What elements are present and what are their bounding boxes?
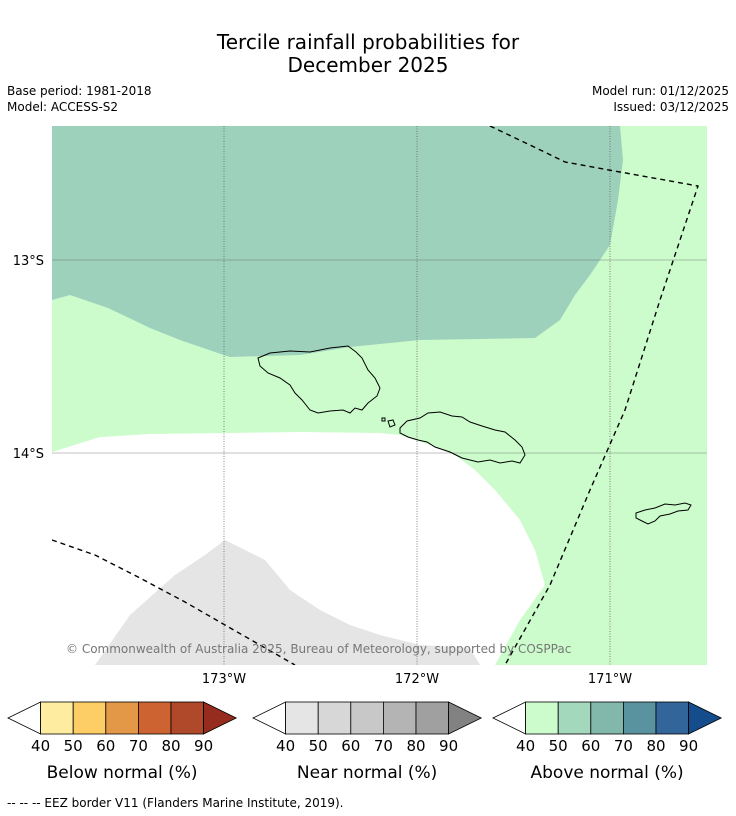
colorbar-segment <box>655 701 689 735</box>
base-period: Base period: 1981-2018 <box>7 84 152 98</box>
apolima-islet <box>381 417 386 422</box>
colorbar-arrow-low <box>7 701 41 735</box>
lon-label-172W: 172°W <box>395 672 439 687</box>
colorbar-segment <box>525 701 559 735</box>
colorbar-tick-label: 50 <box>64 737 83 755</box>
colorbar-tick-label: 60 <box>341 737 360 755</box>
eez-border-east <box>489 126 699 665</box>
savaii-island <box>257 345 381 414</box>
eez-footnote: -- -- -- EEZ border V11 (Flanders Marine… <box>7 796 344 810</box>
meta-right: Model run: 01/12/2025 Issued: 03/12/2025 <box>592 83 729 115</box>
colorbar-tick-label: 80 <box>646 737 665 755</box>
upolu-island <box>399 411 526 464</box>
colorbar-below: 40 50 60 70 80 90 Below normal (%) <box>7 701 238 783</box>
manono-islet <box>387 419 396 428</box>
colorbar-arrow-low <box>492 701 526 735</box>
colorbar-segment <box>72 701 107 735</box>
colorbar-above: 40 50 60 70 80 90 Above normal (%) <box>492 701 723 783</box>
lon-label-171W: 171°W <box>588 672 632 687</box>
colorbar-segment <box>285 701 319 735</box>
colorbar-segment <box>623 701 657 735</box>
colorbar-tick-label: 50 <box>549 737 568 755</box>
colorbar-arrow-low <box>252 701 287 735</box>
chart-title: Tercile rainfall probabilities for Decem… <box>0 31 736 77</box>
colorbar-arrow-high <box>448 701 483 735</box>
colorbar-tick-label: 90 <box>439 737 458 755</box>
model-run: Model run: 01/12/2025 <box>591 84 729 98</box>
colorbar-tick-label: 60 <box>96 737 115 755</box>
lat-label-13S: 13°S <box>13 254 44 269</box>
colorbar-tick-label: 70 <box>614 737 633 755</box>
colorbar-segment <box>40 701 74 735</box>
colorbar-tick-label: 70 <box>129 737 148 755</box>
colorbar-tick-label: 80 <box>161 737 180 755</box>
lon-label-173W: 173°W <box>202 672 246 687</box>
colorbar-tick-label: 50 <box>309 737 328 755</box>
colorbar-label: Near normal (%) <box>297 763 437 783</box>
issued-date: Issued: 03/12/2025 <box>613 100 729 114</box>
colorbar-tick-label: 70 <box>374 737 393 755</box>
colorbar-segment <box>415 701 449 735</box>
eez-borders <box>52 126 699 665</box>
coastlines <box>257 345 692 525</box>
colorbar-segment <box>590 701 624 735</box>
title-line-1: Tercile rainfall probabilities for <box>216 30 520 54</box>
colorbar-tick-label: 90 <box>679 737 698 755</box>
colorbar-segment <box>170 701 204 735</box>
near-normal-50-region <box>95 540 480 665</box>
colorbar-label: Below normal (%) <box>47 763 198 783</box>
tutuila-island <box>635 502 692 525</box>
lat-label-14S: 14°S <box>13 447 44 462</box>
parallels <box>52 259 707 454</box>
model-name: Model: ACCESS-S2 <box>7 100 119 114</box>
colorbar-tick-label: 40 <box>516 737 535 755</box>
colorbar-segment <box>557 701 592 735</box>
colorbar-label: Above normal (%) <box>531 763 684 783</box>
legend-group: 40 50 60 70 80 90 Below normal (%) 40 50 60 70 80 90… <box>7 701 723 783</box>
colorbar-segment <box>105 701 139 735</box>
colorbar-arrow-high <box>203 701 238 735</box>
above-normal-60-region <box>52 126 623 357</box>
colorbar-tick-label: 80 <box>406 737 425 755</box>
colorbar-tick-label: 40 <box>276 737 295 755</box>
meta-left: Base period: 1981-2018 Model: ACCESS-S2 <box>7 83 152 115</box>
title-line-2: December 2025 <box>287 53 449 77</box>
colorbar-tick-label: 40 <box>31 737 50 755</box>
colorbar-arrow-high <box>688 701 723 735</box>
eez-border-southwest <box>52 539 296 665</box>
colorbar-segment <box>317 701 352 735</box>
colorbar-segment <box>137 701 172 735</box>
copyright-notice: © Commonwealth of Australia 2025, Bureau… <box>66 642 571 656</box>
colorbar-segment <box>350 701 384 735</box>
colorbar-tick-label: 90 <box>194 737 213 755</box>
colorbar-segment <box>382 701 417 735</box>
colorbar-tick-label: 60 <box>581 737 600 755</box>
